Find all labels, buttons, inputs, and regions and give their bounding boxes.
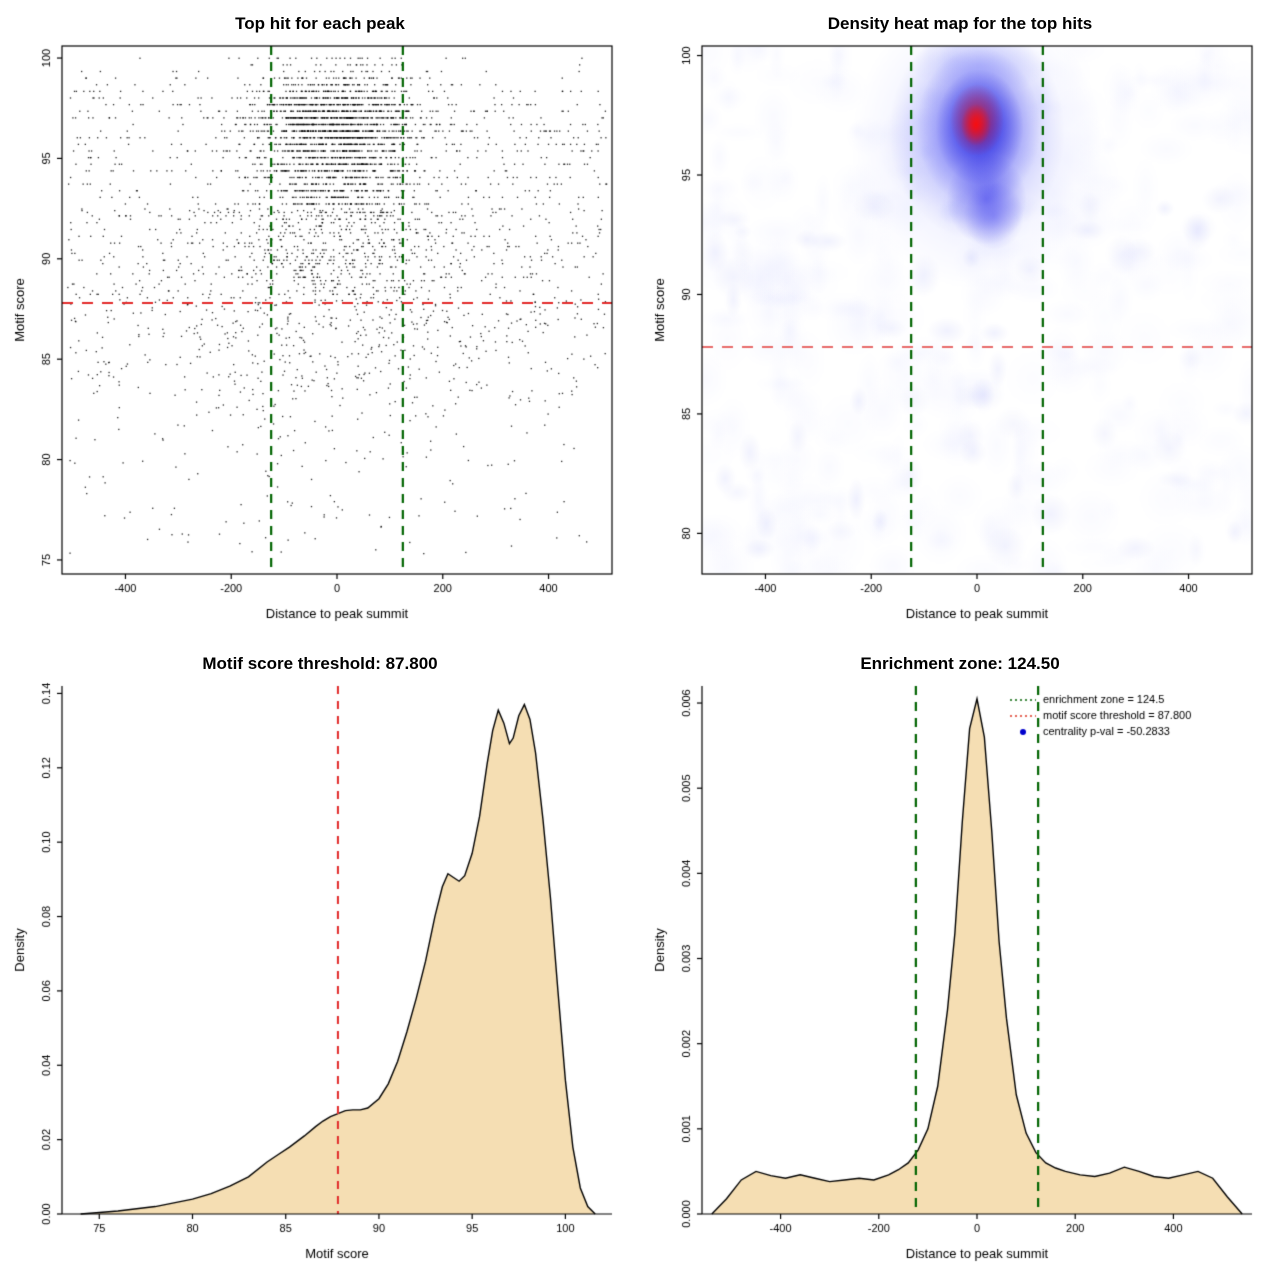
- panel-distance-density: Enrichment zone: 124.50: [640, 640, 1280, 1280]
- distance-density-title: Enrichment zone: 124.50: [860, 654, 1060, 673]
- panel-top-hit-scatter: Top hit for each peak: [0, 0, 640, 640]
- panel-motif-score-density: Motif score threshold: 87.800: [0, 640, 640, 1280]
- heatmap-canvas: [640, 0, 1280, 640]
- heatmap-title: Density heat map for the top hits: [827, 14, 1093, 33]
- score-density-canvas: [0, 640, 640, 1280]
- distance-density-canvas: [640, 640, 1280, 1280]
- scatter-title: Top hit for each peak: [235, 14, 405, 33]
- scatter-plot-canvas: [0, 0, 640, 640]
- score-density-title: Motif score threshold: 87.800: [202, 654, 438, 673]
- panel-density-heatmap: Density heat map for the top hits: [640, 0, 1280, 640]
